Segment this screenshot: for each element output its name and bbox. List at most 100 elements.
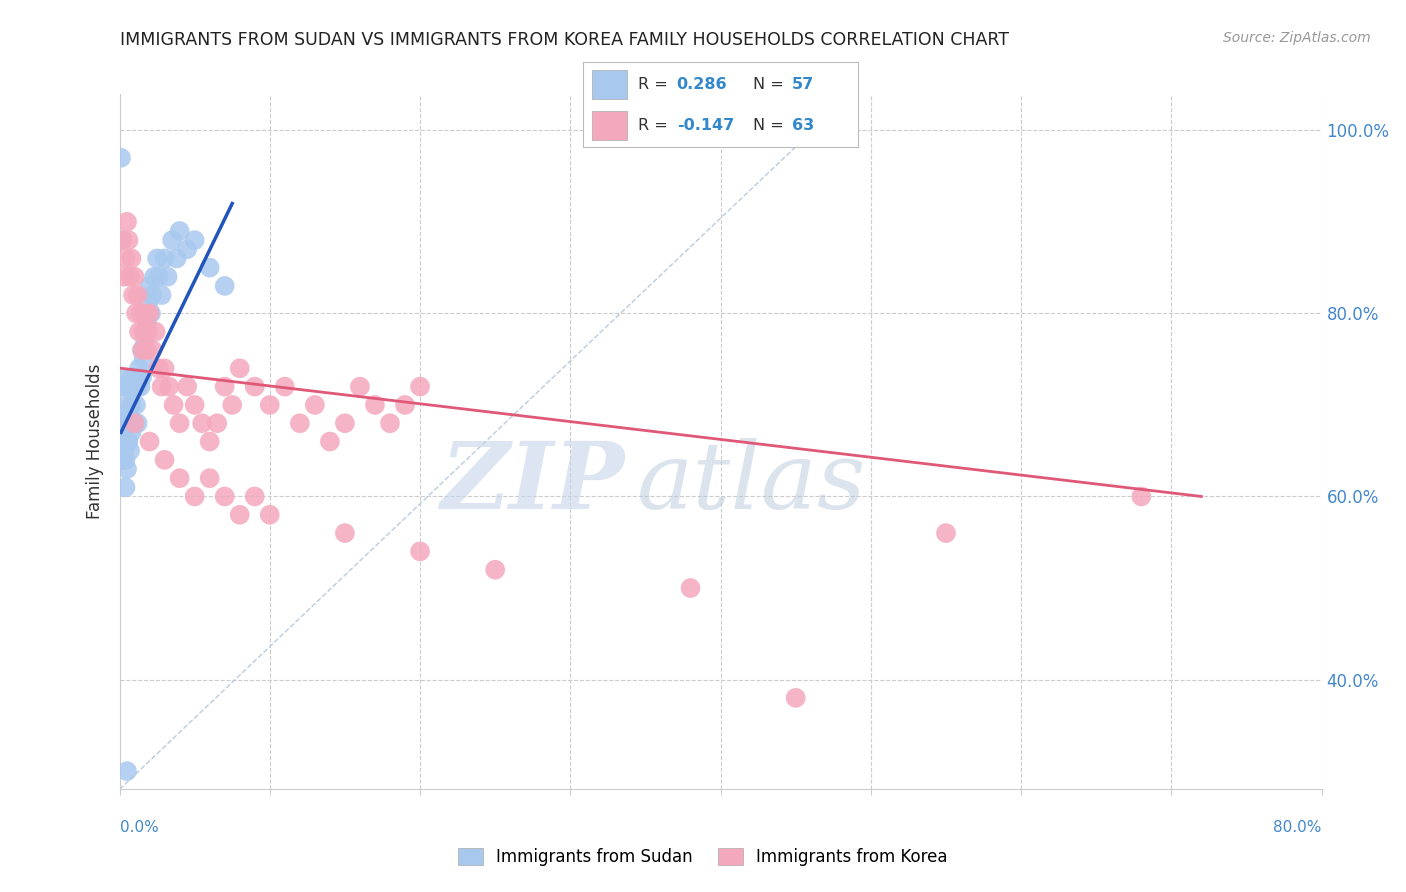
Point <box>153 361 176 376</box>
Point <box>115 370 138 384</box>
Point <box>191 416 214 430</box>
Point <box>378 416 401 430</box>
Point <box>679 581 702 595</box>
Point <box>110 233 132 247</box>
Y-axis label: Family Households: Family Households <box>86 364 104 519</box>
Point <box>150 379 173 393</box>
Point <box>169 416 191 430</box>
Point <box>114 416 136 430</box>
Point <box>132 352 155 367</box>
Point <box>156 269 179 284</box>
Point <box>131 370 153 384</box>
Point <box>935 526 957 541</box>
Point <box>135 343 157 357</box>
Point <box>183 490 205 504</box>
Point <box>131 343 153 357</box>
Point <box>176 379 198 393</box>
Point <box>228 508 252 522</box>
Point <box>112 269 135 284</box>
Point <box>319 434 342 449</box>
Point <box>157 379 180 393</box>
Point <box>1130 490 1153 504</box>
Point <box>333 416 356 430</box>
Point <box>132 325 155 339</box>
Point <box>111 453 134 467</box>
Point <box>112 416 135 430</box>
Text: N =: N = <box>754 118 789 133</box>
Point <box>484 563 506 577</box>
Point <box>112 379 135 393</box>
Point <box>136 325 159 339</box>
Legend: Immigrants from Sudan, Immigrants from Korea: Immigrants from Sudan, Immigrants from K… <box>451 841 955 873</box>
Point <box>112 443 135 458</box>
Bar <box>592 70 627 99</box>
Point <box>138 279 160 293</box>
Point <box>214 279 236 293</box>
Bar <box>592 111 627 139</box>
Point <box>118 443 141 458</box>
Point <box>121 370 143 384</box>
Point <box>125 370 148 384</box>
Text: 0.0%: 0.0% <box>120 821 159 835</box>
Point <box>135 316 157 330</box>
Point <box>364 398 387 412</box>
Point <box>183 233 205 247</box>
Point <box>114 252 136 266</box>
Point <box>176 242 198 256</box>
Point <box>148 361 170 376</box>
Point <box>111 233 134 247</box>
Point <box>129 306 152 320</box>
Point <box>117 233 139 247</box>
Point <box>259 398 281 412</box>
Point <box>125 398 148 412</box>
Point <box>129 379 152 393</box>
Point <box>349 379 371 393</box>
Text: atlas: atlas <box>637 438 866 528</box>
Point <box>259 508 281 522</box>
Point <box>111 379 134 393</box>
Point <box>124 269 146 284</box>
Point <box>122 379 145 393</box>
Point <box>153 252 176 266</box>
Point <box>409 544 432 558</box>
Text: 0.286: 0.286 <box>676 77 727 92</box>
Text: 63: 63 <box>792 118 814 133</box>
Point <box>115 434 138 449</box>
Point <box>121 425 143 440</box>
Point <box>166 252 188 266</box>
Text: 80.0%: 80.0% <box>1274 821 1322 835</box>
Point <box>136 297 159 311</box>
Text: Source: ZipAtlas.com: Source: ZipAtlas.com <box>1223 31 1371 45</box>
Point <box>122 288 145 302</box>
Point <box>243 490 266 504</box>
Point <box>138 434 160 449</box>
Point <box>134 334 156 348</box>
Point <box>127 379 149 393</box>
Point <box>128 361 150 376</box>
Point <box>117 434 139 449</box>
Point <box>111 416 134 430</box>
Point <box>125 306 148 320</box>
Point <box>333 526 356 541</box>
Point <box>127 288 149 302</box>
Point <box>127 416 149 430</box>
Point <box>124 379 146 393</box>
Text: R =: R = <box>638 77 673 92</box>
Point <box>131 343 153 357</box>
Point <box>214 490 236 504</box>
Point <box>153 453 176 467</box>
Text: 57: 57 <box>792 77 814 92</box>
Point <box>118 379 141 393</box>
Point <box>304 398 326 412</box>
Point <box>214 379 236 393</box>
Point <box>115 215 138 229</box>
Point <box>121 398 143 412</box>
Point <box>124 416 146 430</box>
Point <box>118 416 141 430</box>
Point <box>114 480 136 494</box>
Point <box>274 379 297 393</box>
Point <box>169 224 191 238</box>
Point <box>117 379 139 393</box>
Point <box>183 398 205 412</box>
Point <box>394 398 416 412</box>
